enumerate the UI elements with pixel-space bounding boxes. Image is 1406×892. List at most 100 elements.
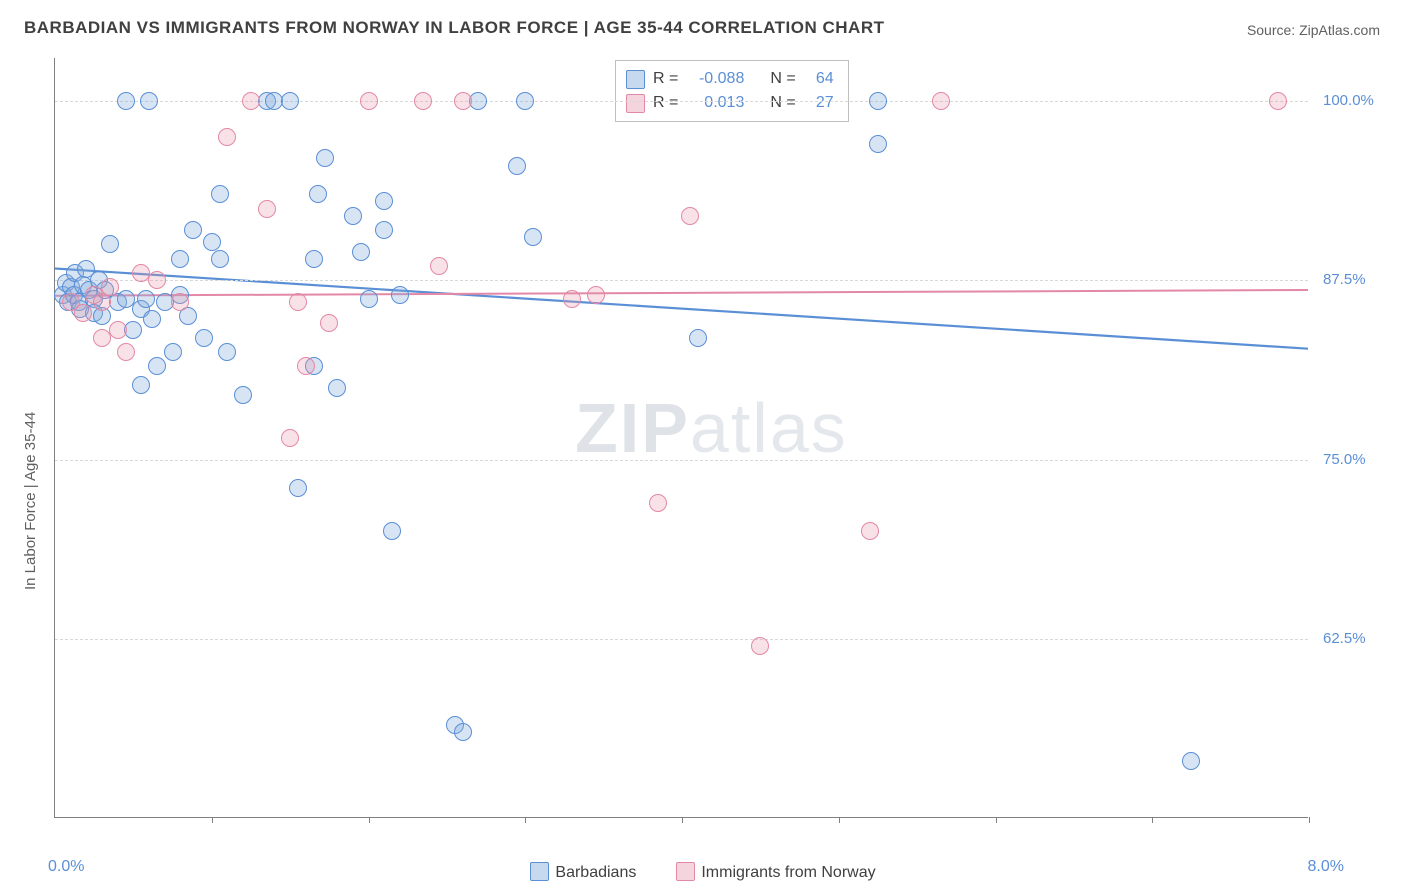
- legend-r-label: R =: [653, 91, 678, 115]
- legend-item: Barbadians: [530, 864, 636, 881]
- data-point: [211, 250, 229, 268]
- trend-lines: [55, 58, 1308, 817]
- data-point: [218, 128, 236, 146]
- data-point: [524, 228, 542, 246]
- data-point: [289, 479, 307, 497]
- data-point: [101, 235, 119, 253]
- source-label: Source: ZipAtlas.com: [1247, 22, 1380, 38]
- data-point: [869, 135, 887, 153]
- data-point: [360, 290, 378, 308]
- data-point: [360, 92, 378, 110]
- x-tick: [1152, 817, 1153, 823]
- data-point: [689, 329, 707, 347]
- data-point: [454, 723, 472, 741]
- data-point: [289, 293, 307, 311]
- data-point: [117, 92, 135, 110]
- data-point: [320, 314, 338, 332]
- gridline: [55, 280, 1308, 281]
- data-point: [861, 522, 879, 540]
- data-point: [1269, 92, 1287, 110]
- data-point: [234, 386, 252, 404]
- legend-swatch: [626, 94, 645, 113]
- chart-container: BARBADIAN VS IMMIGRANTS FROM NORWAY IN L…: [0, 0, 1406, 892]
- data-point: [281, 429, 299, 447]
- data-point: [211, 185, 229, 203]
- data-point: [258, 200, 276, 218]
- data-point: [375, 221, 393, 239]
- data-point: [316, 149, 334, 167]
- data-point: [148, 271, 166, 289]
- data-point: [309, 185, 327, 203]
- x-tick: [996, 817, 997, 823]
- data-point: [328, 379, 346, 397]
- data-point: [1182, 752, 1200, 770]
- legend-item: Immigrants from Norway: [676, 864, 875, 881]
- legend-r-value: -0.088: [686, 67, 744, 91]
- data-point: [171, 293, 189, 311]
- data-point: [516, 92, 534, 110]
- data-point: [148, 357, 166, 375]
- data-point: [132, 376, 150, 394]
- legend-n-value: 27: [804, 91, 834, 115]
- legend-r-value: 0.013: [686, 91, 744, 115]
- data-point: [117, 343, 135, 361]
- y-tick-label: 75.0%: [1323, 451, 1366, 468]
- y-tick-label: 87.5%: [1323, 271, 1366, 288]
- data-point: [414, 92, 432, 110]
- data-point: [430, 257, 448, 275]
- y-tick-label: 62.5%: [1323, 630, 1366, 647]
- data-point: [184, 221, 202, 239]
- data-point: [140, 92, 158, 110]
- data-point: [137, 290, 155, 308]
- data-point: [932, 92, 950, 110]
- legend-row: R = 0.013 N = 27: [626, 91, 834, 115]
- x-tick: [369, 817, 370, 823]
- y-tick-label: 100.0%: [1323, 92, 1374, 109]
- data-point: [164, 343, 182, 361]
- watermark-bold: ZIP: [575, 389, 690, 467]
- legend-row: R =-0.088N =64: [626, 67, 834, 91]
- legend-swatch: [530, 862, 549, 881]
- x-tick: [212, 817, 213, 823]
- x-tick: [839, 817, 840, 823]
- data-point: [101, 278, 119, 296]
- data-point: [305, 250, 323, 268]
- legend-swatch: [676, 862, 695, 881]
- legend-n-label: N =: [770, 91, 795, 115]
- watermark-rest: atlas: [690, 389, 848, 467]
- data-point: [109, 321, 127, 339]
- data-point: [649, 494, 667, 512]
- data-point: [143, 310, 161, 328]
- data-point: [218, 343, 236, 361]
- data-point: [171, 250, 189, 268]
- data-point: [869, 92, 887, 110]
- trend-line: [55, 290, 1308, 296]
- data-point: [391, 286, 409, 304]
- data-point: [74, 304, 92, 322]
- gridline: [55, 460, 1308, 461]
- data-point: [383, 522, 401, 540]
- data-point: [281, 92, 299, 110]
- gridline: [55, 639, 1308, 640]
- correlation-legend: R = -0.088 N = 64R = 0.013 N = 27: [615, 60, 849, 122]
- data-point: [344, 207, 362, 225]
- watermark: ZIPatlas: [575, 388, 848, 468]
- legend-swatch: [626, 70, 645, 89]
- x-tick: [1309, 817, 1310, 823]
- data-point: [508, 157, 526, 175]
- legend-r-label: R =: [653, 67, 678, 91]
- data-point: [195, 329, 213, 347]
- legend-n-value: 64: [804, 67, 834, 91]
- data-point: [124, 321, 142, 339]
- data-point: [563, 290, 581, 308]
- data-point: [203, 233, 221, 251]
- y-axis-label: In Labor Force | Age 35-44: [22, 412, 39, 590]
- data-point: [469, 92, 487, 110]
- data-point: [352, 243, 370, 261]
- data-point: [681, 207, 699, 225]
- data-point: [751, 637, 769, 655]
- x-tick: [525, 817, 526, 823]
- data-point: [242, 92, 260, 110]
- data-point: [454, 92, 472, 110]
- plot-area: ZIPatlas R =-0.088N =64R =0.013N =27 62.…: [54, 58, 1308, 818]
